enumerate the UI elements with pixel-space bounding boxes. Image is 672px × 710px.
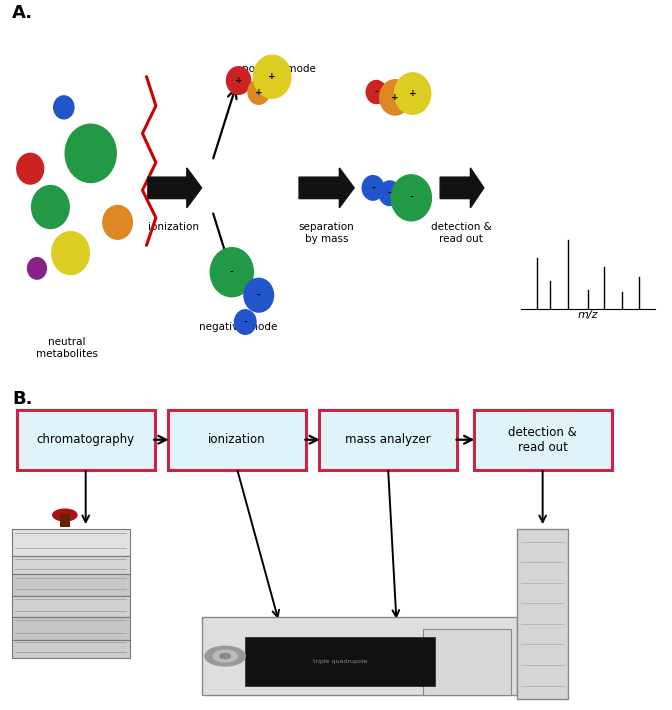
Text: +: + [391, 93, 399, 102]
FancyBboxPatch shape [319, 410, 457, 470]
Text: detection &
read out: detection & read out [431, 222, 491, 244]
Circle shape [103, 205, 132, 239]
Text: -: - [257, 290, 261, 300]
Circle shape [205, 646, 245, 666]
Text: separation
by mass: separation by mass [299, 222, 354, 244]
Text: -: - [243, 317, 247, 327]
Bar [12, 529, 130, 557]
Text: -: - [374, 87, 378, 97]
Circle shape [235, 310, 256, 334]
Circle shape [379, 181, 401, 205]
Circle shape [213, 650, 237, 662]
Bar [12, 640, 130, 657]
FancyBboxPatch shape [474, 410, 612, 470]
Circle shape [28, 258, 46, 279]
Text: positive mode: positive mode [242, 64, 316, 74]
Circle shape [17, 153, 44, 184]
Circle shape [52, 509, 77, 521]
Text: negative mode: negative mode [200, 322, 278, 332]
Bar [517, 529, 568, 699]
Text: -: - [230, 268, 234, 277]
FancyArrow shape [148, 168, 202, 208]
Bar [245, 637, 435, 686]
Circle shape [220, 653, 230, 659]
Bar [423, 628, 511, 695]
Text: ionization: ionization [148, 222, 199, 232]
Bar [12, 557, 130, 574]
Text: +: + [268, 72, 276, 81]
Circle shape [391, 175, 431, 221]
Circle shape [380, 80, 411, 115]
Text: chromatography: chromatography [36, 433, 135, 447]
Text: B.: B. [12, 390, 33, 408]
FancyArrow shape [440, 168, 484, 208]
Circle shape [65, 124, 116, 182]
Circle shape [54, 96, 74, 119]
Circle shape [52, 231, 89, 275]
Text: -: - [409, 193, 413, 202]
X-axis label: m/z: m/z [578, 310, 598, 320]
Text: ionization: ionization [208, 433, 265, 447]
Text: +: + [409, 89, 417, 98]
Bar [12, 596, 130, 617]
Bar [60, 514, 69, 527]
Text: neutral
metabolites: neutral metabolites [36, 337, 98, 359]
Circle shape [253, 55, 291, 98]
Text: mass analyzer: mass analyzer [345, 433, 431, 447]
FancyBboxPatch shape [17, 410, 155, 470]
Circle shape [226, 67, 251, 94]
Bar [12, 617, 130, 640]
Text: -: - [388, 189, 392, 197]
Text: +: + [235, 76, 243, 85]
Text: triple quadrupole: triple quadrupole [312, 659, 368, 664]
Circle shape [248, 80, 269, 104]
Circle shape [210, 248, 253, 297]
FancyArrow shape [299, 168, 354, 208]
Text: +: + [255, 87, 263, 97]
Bar [12, 574, 130, 596]
Circle shape [394, 73, 431, 114]
Circle shape [366, 80, 386, 104]
Circle shape [32, 185, 69, 229]
Text: detection &
read out: detection & read out [508, 426, 577, 454]
Text: -: - [371, 183, 375, 192]
FancyBboxPatch shape [168, 410, 306, 470]
Bar [202, 617, 517, 695]
Text: A.: A. [12, 4, 33, 22]
Circle shape [362, 175, 384, 200]
Circle shape [244, 278, 274, 312]
